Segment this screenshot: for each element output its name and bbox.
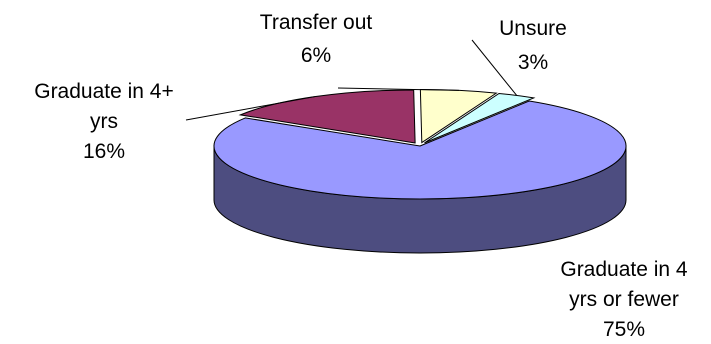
leader-line-2: [337, 87, 460, 91]
slice-label-1-line-1: Graduate in 4+: [34, 80, 174, 103]
slice-label-3-value: 3%: [518, 51, 548, 74]
slice-label-2-line-1: Transfer out: [260, 11, 373, 34]
leader-lines: [185, 39, 518, 121]
slice-label-group-2: Transfer out 6%: [260, 11, 373, 67]
slice-label-1-line-2: yrs: [90, 110, 118, 133]
slice-label-group-1: Graduate in 4+ yrs 16%: [34, 80, 174, 163]
slice-label-3-line-1: Unsure: [499, 17, 567, 40]
leader-line-1: [185, 96, 315, 121]
slice-label-0-line-1: Graduate in 4: [560, 258, 688, 281]
slice-label-0-value: 75%: [603, 318, 645, 341]
slice-top-0: [213, 100, 627, 200]
slice-label-0-line-2: yrs or fewer: [569, 288, 679, 311]
slice-label-group-3: Unsure 3%: [499, 17, 567, 74]
pie-top-slices: [213, 89, 627, 200]
leader-line-3: [471, 39, 518, 96]
slice-label-2-value: 6%: [301, 44, 331, 67]
slice-label-group-0: Graduate in 4 yrs or fewer 75%: [560, 258, 688, 341]
slice-label-1-value: 16%: [83, 140, 125, 163]
